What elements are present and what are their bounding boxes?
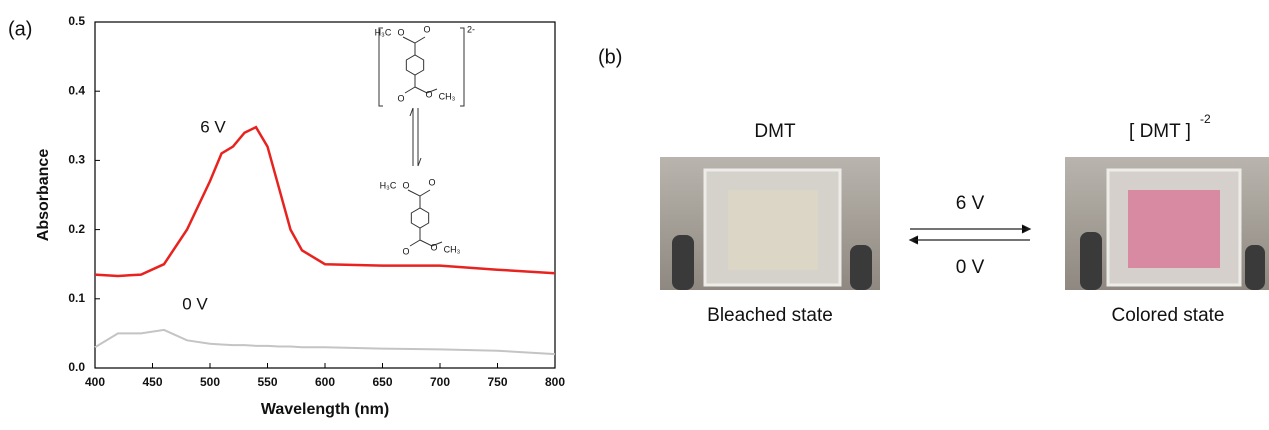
panel-label: (a) — [8, 18, 32, 40]
film-area — [1128, 190, 1220, 268]
y-tick-label: 0.3 — [68, 153, 85, 167]
atom-label: H₃C — [375, 27, 392, 37]
x-tick-label: 550 — [257, 375, 277, 389]
plot-frame — [94, 21, 556, 369]
atom-label: O — [425, 89, 432, 99]
series-label: 0 V — [182, 294, 208, 313]
x-tick-label: 800 — [545, 375, 565, 389]
benzene — [405, 54, 425, 76]
benzene — [410, 207, 430, 229]
x-tick-label: 650 — [372, 375, 392, 389]
atom-label: CH₃ — [444, 244, 461, 254]
bonds — [407, 189, 443, 247]
atom-label: O — [428, 177, 435, 187]
x-tick-label: 700 — [430, 375, 450, 389]
panel-label: (b) — [598, 46, 622, 68]
y-axis-label: Absorbance — [35, 149, 52, 242]
y-tick-label: 0.0 — [68, 360, 85, 374]
x-tick-label: 600 — [315, 375, 335, 389]
x-tick-label: 400 — [85, 375, 105, 389]
y-tick-label: 0.4 — [68, 83, 85, 97]
structure-art — [378, 27, 465, 167]
atom-label: O — [402, 180, 409, 190]
charge: 2- — [467, 24, 475, 34]
forward-label: 6 V — [956, 193, 985, 214]
atom-label: O — [423, 24, 430, 34]
right-superscript: -2 — [1200, 112, 1211, 126]
right-caption: Colored state — [1111, 305, 1224, 326]
bonds — [402, 36, 438, 94]
atom-label: O — [397, 93, 404, 103]
y-tick-label: 0.1 — [68, 291, 85, 305]
film-area — [728, 190, 818, 270]
x-tick-label: 500 — [200, 375, 220, 389]
left-title: DMT — [754, 121, 796, 142]
clip — [1080, 232, 1102, 290]
x-axis-label: Wavelength (nm) — [261, 401, 389, 418]
atom-label: O — [430, 242, 437, 252]
x-tick-label: 750 — [487, 375, 507, 389]
arrows — [908, 224, 1032, 245]
backward-label: 0 V — [956, 257, 985, 278]
left-caption: Bleached state — [707, 305, 833, 326]
x-tick-label: 450 — [142, 375, 162, 389]
atom-label: CH₃ — [439, 91, 456, 101]
atom-label: O — [402, 246, 409, 256]
y-tick-label: 0.2 — [68, 222, 85, 236]
atom-label: O — [397, 27, 404, 37]
clip — [672, 235, 694, 290]
series-label: 6 V — [200, 117, 226, 136]
clip — [850, 245, 872, 290]
y-tick-label: 0.5 — [68, 14, 85, 28]
clip — [1245, 245, 1265, 290]
atom-label: H₃C — [380, 180, 397, 190]
series-line — [94, 328, 556, 356]
series-line — [94, 125, 556, 278]
right-title: [ DMT ] — [1129, 121, 1191, 142]
